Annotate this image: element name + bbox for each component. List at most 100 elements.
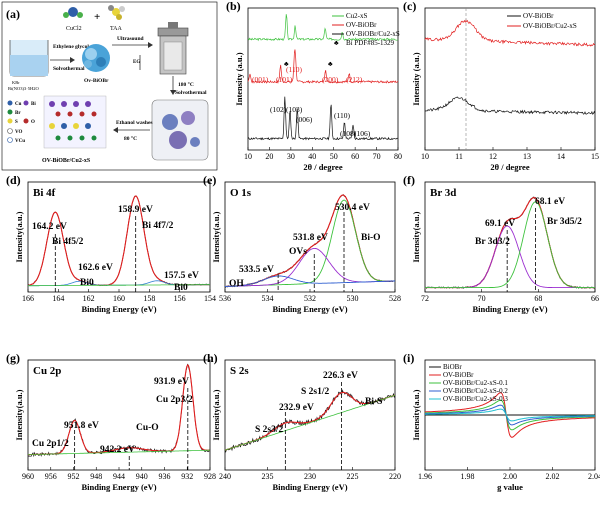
legend-entry: OV-BiOBr/Cu2-xS — [346, 30, 400, 38]
crystal-structure-icon — [43, 95, 107, 149]
peak-annotation: Br 3d5/2 — [547, 217, 582, 227]
charts-layer: 10 20 30 40 50 60 70 80 2θ / degree Intensity (a.… — [6, 0, 600, 492]
peak-annotation: 226.3 eV — [323, 371, 358, 381]
taa-label: TAA — [110, 26, 123, 32]
x-tick-label: 528 — [389, 294, 401, 303]
x-tick-label: 536 — [219, 294, 231, 303]
bi-marker: ♣ — [328, 60, 333, 68]
ov-biobr-microsphere-icon — [82, 44, 110, 72]
peak-index-label: (212) — [346, 75, 363, 84]
bismuth-nitrate-label: Bi(NO3)3·5H2O — [8, 86, 39, 91]
x-tick-label: 40 — [308, 152, 316, 161]
background — [28, 284, 210, 287]
x-tick-label: 80 — [394, 152, 402, 161]
peak-index-label: (006) — [296, 115, 313, 124]
svg-text:S: S — [15, 120, 18, 125]
legend-entry: OV-BiOBr — [346, 21, 377, 29]
peak-annotation: 69.1 eV — [485, 219, 515, 229]
y-axis-label: Intensity(a.u.) — [14, 211, 24, 262]
panel-label: (c) — [403, 0, 416, 13]
x-tick-label: 160 — [113, 294, 125, 303]
peak-index-label: (101) — [276, 75, 293, 84]
peak-annotation: OH — [229, 279, 244, 289]
product-beaker-icon — [151, 99, 209, 161]
eg-label: EG — [133, 60, 140, 65]
x-tick-label: 156 — [174, 294, 186, 303]
x-axis-label: Binding Energy (eV) — [472, 304, 547, 314]
x-tick-label: 10 — [421, 152, 429, 161]
ultrasound-label: Ultrasound — [117, 36, 144, 42]
series-ov-biobr-cu2-xs — [247, 96, 399, 141]
peak-annotation: 531.8 eV — [293, 233, 328, 243]
peak-annotation: 530.4 eV — [335, 203, 370, 213]
x-tick-label: 158 — [143, 294, 155, 303]
cucl2-molecule-icon — [68, 7, 78, 17]
panel-d: 166 164 162 160 158 156 154 Binding Energy (eV)… — [6, 173, 216, 314]
bi-marker: ♣ — [284, 60, 289, 68]
cucl2-label: CuCl2 — [66, 26, 82, 32]
peak-annotation: 164.2 eV — [32, 222, 67, 232]
plot-frame — [224, 181, 396, 293]
series-ov-biobr-cu2-xs — [424, 19, 596, 47]
y-axis-label: Intensity(a.u.) — [411, 389, 421, 440]
peak-index-label: (001) — [252, 75, 269, 84]
x-tick-label: 70 — [478, 294, 486, 303]
x-tick-label: 532 — [304, 294, 316, 303]
x-tick-label: 960 — [22, 472, 34, 481]
peak-annotation: Bi-S — [365, 397, 382, 407]
svg-text:Bi: Bi — [31, 102, 36, 107]
x-tick-label: 70 — [373, 152, 381, 161]
x-tick-label: 2.04 — [588, 472, 600, 481]
x-tick-label: 956 — [45, 472, 57, 481]
x-tick-label: 14 — [557, 152, 565, 161]
peak-annotation: Bi0 — [80, 278, 94, 288]
peak-annotation: Bi-O — [361, 233, 381, 243]
x-tick-label: 10 — [244, 152, 252, 161]
kbr-label: KBr — [12, 80, 20, 85]
series-ov-biobr — [424, 96, 596, 116]
x-tick-label: 164 — [52, 294, 64, 303]
solvothermal-label-2: Solvothermal — [175, 90, 207, 96]
panel-title: O 1s — [230, 187, 252, 199]
legend-entry: OV-BiOBr/Cu2-xS-0.1 — [443, 379, 508, 387]
x-tick-label: 72 — [421, 294, 429, 303]
x-tick-label: 60 — [351, 152, 359, 161]
plot-frame — [247, 7, 399, 151]
background — [224, 394, 396, 451]
panel-g: 960 956 952 948 944 940 936 932 928 Binding Energ… — [6, 351, 216, 492]
peak-annotation: Bi 4f5/2 — [52, 237, 84, 247]
x-tick-label: 12 — [489, 152, 497, 161]
x-tick-label: 235 — [262, 472, 274, 481]
panel-label: (d) — [6, 173, 21, 187]
x-tick-label: 11 — [455, 152, 463, 161]
svg-text:VO: VO — [15, 130, 23, 135]
peak-annotation: Cu 2p3/2 — [156, 395, 193, 405]
x-tick-label: 530 — [347, 294, 359, 303]
panel-title: Br 3d — [430, 187, 456, 199]
x-tick-label: 932 — [181, 472, 193, 481]
background — [28, 449, 210, 456]
svg-text:Cu: Cu — [15, 102, 22, 107]
x-axis-label: g value — [497, 482, 523, 492]
svg-text:O: O — [31, 120, 35, 125]
panel-title: Cu 2p — [33, 365, 61, 377]
atom-legend: Cu Bi Br S O VO VCu — [7, 100, 36, 144]
x-tick-label: 30 — [287, 152, 295, 161]
x-tick-label: 154 — [204, 294, 216, 303]
panel-label: (f) — [403, 173, 415, 187]
panel-label: (g) — [6, 351, 20, 365]
legend-marker: ♣ — [334, 39, 339, 47]
panel-e: 536 534 532 530 528 Binding Energy (eV) Intens… — [203, 173, 401, 314]
legend-entry: OV-BiOBr/Cu2-xS-0.3 — [443, 395, 508, 403]
svg-text:Br: Br — [15, 111, 21, 116]
x-tick-label: 50 — [330, 152, 338, 161]
panel-i: 1.96 1.98 2.00 2.02 2.04 g value Intensity(a.u… — [403, 351, 600, 492]
panel-label: (i) — [403, 351, 414, 365]
peak-index-label: (110) — [334, 111, 350, 120]
peak-annotation: 951.8 eV — [64, 421, 99, 431]
peak-annotation: 942.2 eV — [100, 445, 135, 455]
legend-entry: BiOBr — [443, 363, 462, 371]
x-tick-label: 240 — [219, 472, 231, 481]
peak-index-label: (102) — [270, 105, 287, 114]
panel-h: 240 235 230 225 220 Binding Energy (eV) Intens… — [203, 351, 401, 492]
